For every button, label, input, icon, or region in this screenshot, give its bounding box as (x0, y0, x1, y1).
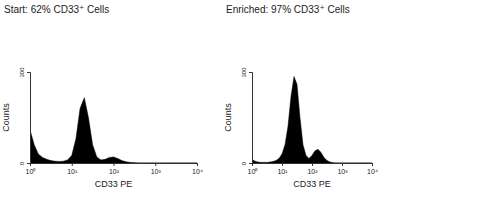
x-tick-label: 10¹ (67, 168, 78, 175)
y-tick-label: 300 (19, 67, 25, 78)
x-axis: 10⁰ 10¹ 10² 10³ 10⁴ (26, 163, 203, 175)
x-tick-mark (114, 163, 115, 166)
x-tick-mark (155, 163, 156, 166)
x-tick-label: 10³ (337, 168, 348, 175)
title: Start: 62% CD33⁺ Cells (4, 4, 109, 15)
x-tick: 10¹ (277, 163, 288, 175)
x-tick-mark (372, 163, 373, 166)
x-tick: 10⁰ (26, 163, 37, 175)
plot-area (30, 98, 197, 163)
y-axis-title: Counts (223, 103, 233, 132)
figure: Start: 62% CD33⁺ Cells 10⁰ 10¹ 10² 10³ 10⁴ 0 30… (0, 0, 500, 204)
histogram-area (30, 98, 197, 163)
panel: Enriched: 97% CD33⁺ Cells 10⁰ 10¹ 10² 10³ 10⁴… (223, 4, 378, 189)
x-tick: 10¹ (67, 163, 78, 175)
y-axis-line (249, 73, 253, 164)
y-axis: 0 300 (19, 67, 31, 165)
y-axis-title: Counts (1, 103, 11, 132)
y-tick-mark (249, 72, 252, 73)
x-tick: 10³ (151, 163, 162, 175)
x-tick: 10⁴ (367, 163, 378, 175)
plot-area (252, 77, 372, 163)
x-tick-mark (342, 163, 343, 166)
x-axis-title: CD33 PE (95, 179, 133, 189)
y-tick: 300 (241, 67, 252, 78)
x-axis: 10⁰ 10¹ 10² 10³ 10⁴ (248, 163, 378, 175)
x-tick-mark (282, 163, 283, 166)
x-tick-label: 10⁴ (192, 168, 203, 175)
histogram-area (252, 77, 372, 163)
x-axis-line (253, 164, 373, 167)
y-tick-mark (27, 72, 30, 73)
x-axis-line (31, 164, 198, 167)
title: Enriched: 97% CD33⁺ Cells (226, 4, 350, 15)
panel: Start: 62% CD33⁺ Cells 10⁰ 10¹ 10² 10³ 10⁴ 0 30… (1, 4, 203, 189)
y-tick: 0 (241, 161, 252, 165)
x-tick-label: 10² (307, 168, 318, 175)
x-tick-label: 10² (109, 168, 120, 175)
x-tick-mark (197, 163, 198, 166)
y-tick-label: 0 (241, 161, 247, 165)
x-tick-label: 10⁰ (26, 168, 37, 175)
y-tick-mark (249, 163, 252, 164)
y-tick: 0 (19, 161, 30, 165)
y-tick-mark (27, 163, 30, 164)
x-tick-label: 10⁴ (367, 168, 378, 175)
x-tick: 10⁰ (248, 163, 259, 175)
x-tick: 10⁴ (192, 163, 203, 175)
x-tick-label: 10⁰ (248, 168, 259, 175)
y-axis: 0 300 (241, 67, 253, 165)
y-tick-label: 300 (241, 67, 247, 78)
x-tick-mark (312, 163, 313, 166)
x-axis-title: CD33 PE (293, 179, 331, 189)
y-tick-label: 0 (19, 161, 25, 165)
x-tick-label: 10³ (151, 168, 162, 175)
x-tick: 10³ (337, 163, 348, 175)
y-axis-line (27, 73, 31, 164)
x-tick-label: 10¹ (277, 168, 288, 175)
x-tick: 10² (109, 163, 120, 175)
x-tick-mark (72, 163, 73, 166)
x-tick: 10² (307, 163, 318, 175)
y-tick: 300 (19, 67, 30, 78)
